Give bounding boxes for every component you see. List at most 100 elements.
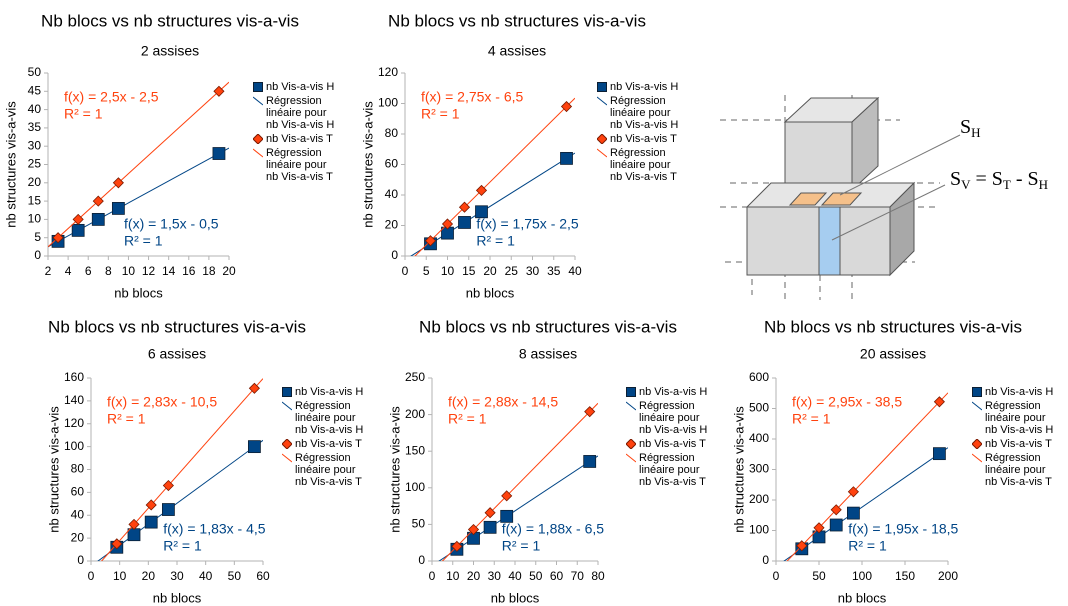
- point: [458, 216, 471, 229]
- legend-entry: nb Vis-a-vis H: [626, 386, 710, 398]
- r-squared: R² = 1: [124, 233, 163, 249]
- legend-entry: Régression linéaire pour nb Vis-a-vis H: [282, 400, 366, 436]
- legend: nb Vis-a-vis H Régression linéaire pour n…: [253, 81, 337, 185]
- legend-swatch: [253, 134, 263, 144]
- y-tick-label: 150: [405, 443, 425, 457]
- legend-label: Régression linéaire pour nb Vis-a-vis H: [639, 400, 708, 436]
- x-tick-label: 30: [170, 569, 184, 583]
- legend: nb Vis-a-vis H Régression linéaire pour n…: [972, 386, 1056, 490]
- x-tick-label: 2: [45, 264, 52, 278]
- y-tick-label: 400: [749, 431, 769, 445]
- y-tick-label: 200: [749, 492, 769, 506]
- y-tick-label: 0: [391, 248, 398, 262]
- legend-label: nb Vis-a-vis T: [985, 438, 1052, 450]
- x-tick-label: 10: [122, 264, 136, 278]
- y-tick-label: 600: [749, 370, 769, 384]
- legend-swatch: [626, 401, 636, 411]
- legend-label: nb Vis-a-vis H: [610, 81, 679, 93]
- legend: nb Vis-a-vis H Régression linéaire pour n…: [597, 81, 681, 185]
- point: [92, 195, 104, 207]
- regression-line: [786, 392, 948, 561]
- point: [161, 503, 175, 516]
- x-tick-label: 5: [423, 264, 430, 278]
- legend-label: nb Vis-a-vis H: [639, 386, 708, 398]
- x-tick-label: 15: [462, 264, 476, 278]
- point: [813, 522, 825, 534]
- equation: f(x) = 2,88x - 14,5: [448, 394, 558, 410]
- y-tick-label: 200: [405, 407, 425, 421]
- point: [213, 85, 225, 97]
- label-part: V: [961, 177, 971, 192]
- legend: nb Vis-a-vis H Régression linéaire pour n…: [626, 386, 710, 490]
- point: [500, 509, 514, 523]
- legend-swatch: [972, 401, 982, 411]
- equation: f(x) = 1,5x - 0,5: [124, 216, 219, 232]
- y-tick-label: 100: [749, 523, 769, 537]
- y-tick-label: 35: [28, 120, 42, 134]
- legend-label: Régression linéaire pour nb Vis-a-vis T: [266, 147, 333, 183]
- y-tick-label: 0: [77, 553, 84, 567]
- x-tick-label: 0: [429, 569, 436, 583]
- y-tick-label: 300: [749, 462, 769, 476]
- r-squared: R² = 1: [107, 411, 146, 427]
- chart-subtitle: 8 assises: [519, 346, 577, 362]
- point: [441, 218, 454, 230]
- legend-label: Régression linéaire pour nb Vis-a-vis H: [610, 95, 679, 131]
- legend-entry: Régression linéaire pour nb Vis-a-vis T: [972, 452, 1056, 488]
- y-axis-label: nb structures vis-a-vis: [3, 101, 18, 228]
- legend-swatch: [626, 453, 636, 463]
- x-tick-label: 50: [812, 569, 826, 583]
- point: [829, 518, 843, 532]
- x-tick-label: 70: [571, 569, 585, 583]
- point: [212, 147, 226, 160]
- point: [796, 540, 808, 552]
- x-tick-label: 40: [199, 569, 213, 583]
- x-tick-label: 50: [529, 569, 543, 583]
- legend-label: Régression linéaire pour nb Vis-a-vis H: [295, 400, 364, 436]
- r-squared: R² = 1: [848, 538, 887, 554]
- regression-line: [414, 97, 575, 256]
- x-tick-label: 0: [88, 569, 95, 583]
- r-squared: R² = 1: [792, 411, 831, 427]
- x-tick-label: 0: [773, 569, 780, 583]
- point: [112, 177, 124, 189]
- y-tick-label: 20: [28, 175, 42, 189]
- point: [91, 212, 105, 226]
- legend-swatch: [253, 82, 263, 92]
- x-tick-label: 150: [895, 569, 915, 583]
- legend-entry: Régression linéaire pour nb Vis-a-vis T: [282, 452, 366, 488]
- chart-title: Nb blocs vs nb structures vis-a-vis: [764, 317, 1022, 336]
- y-tick-label: 0: [762, 553, 769, 567]
- y-tick-label: 120: [378, 65, 398, 79]
- label-part: T: [1003, 177, 1011, 192]
- legend: nb Vis-a-vis H Régression linéaire pour n…: [282, 386, 366, 490]
- chart-subtitle: 20 assises: [860, 346, 926, 362]
- r-squared: R² = 1: [448, 411, 487, 427]
- legend-swatch: [597, 134, 607, 144]
- point: [560, 151, 573, 165]
- legend-swatch: [282, 401, 292, 411]
- legend-entry: Régression linéaire pour nb Vis-a-vis T: [626, 452, 710, 488]
- label-part: = S: [971, 168, 1003, 190]
- y-tick-label: 80: [385, 126, 399, 140]
- x-tick-label: 25: [505, 264, 519, 278]
- legend-swatch: [282, 387, 292, 397]
- legend-swatch: [253, 96, 263, 106]
- legend-entry: Régression linéaire pour nb Vis-a-vis H: [253, 95, 337, 131]
- legend-entry: nb Vis-a-vis T: [282, 438, 366, 450]
- legend-label: Régression linéaire pour nb Vis-a-vis H: [266, 95, 335, 131]
- legend-swatch: [972, 439, 982, 449]
- y-tick-label: 50: [28, 65, 42, 79]
- x-tick-label: 40: [568, 264, 582, 278]
- x-tick-label: 10: [113, 569, 127, 583]
- legend-entry: nb Vis-a-vis H: [972, 386, 1056, 398]
- legend-entry: nb Vis-a-vis T: [626, 438, 710, 450]
- y-tick-label: 0: [34, 248, 41, 262]
- legend-swatch: [597, 82, 607, 92]
- point: [484, 507, 496, 519]
- r-squared: R² = 1: [163, 538, 202, 554]
- y-tick-label: 40: [71, 507, 85, 521]
- point: [847, 486, 859, 498]
- legend-entry: Régression linéaire pour nb Vis-a-vis H: [972, 400, 1056, 436]
- point: [458, 201, 471, 213]
